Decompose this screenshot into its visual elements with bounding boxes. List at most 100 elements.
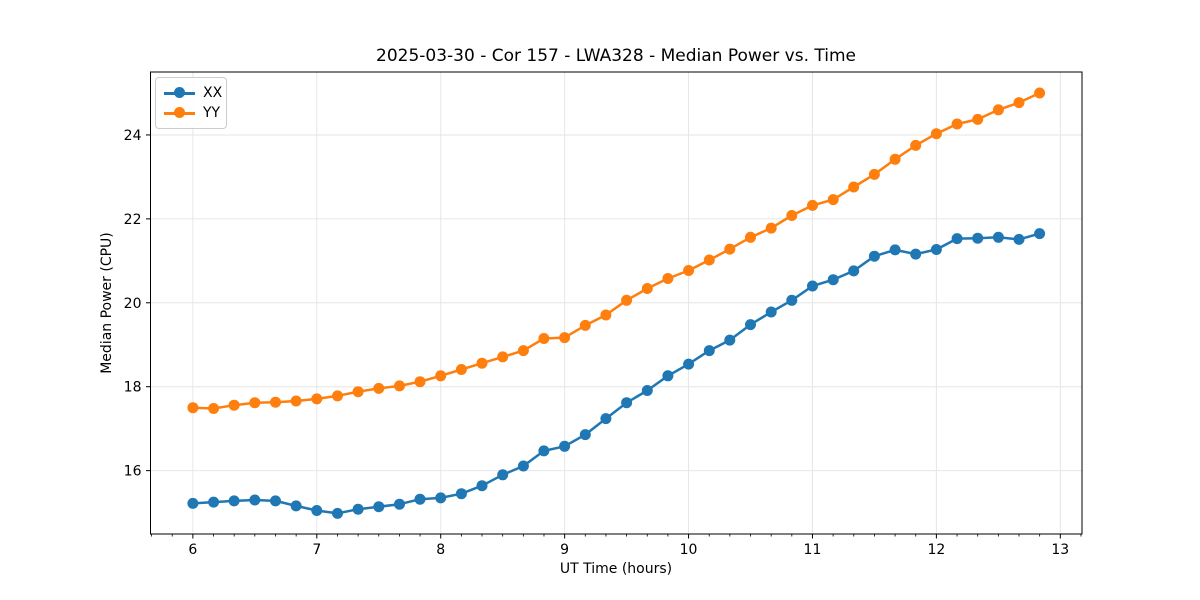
data-point-yy	[992, 104, 1004, 116]
data-point-xx	[497, 469, 509, 481]
data-point-xx	[1034, 228, 1046, 240]
data-point-xx	[641, 385, 653, 396]
data-point-yy	[868, 168, 880, 180]
data-point-yy	[290, 395, 302, 407]
data-point-xx	[290, 500, 302, 512]
series-line-xx	[192, 232, 1040, 515]
chart-title: 2025-03-30 - Cor 157 - LWA328 - Median P…	[376, 46, 856, 66]
data-point-xx	[703, 345, 715, 357]
data-point-xx	[455, 488, 467, 500]
data-point-xx	[621, 397, 633, 409]
data-point-yy	[930, 128, 942, 140]
data-point-yy	[311, 393, 323, 405]
data-point-xx	[435, 492, 447, 504]
data-point-yy	[208, 403, 220, 414]
data-point-yy	[703, 254, 715, 266]
legend-marker-icon	[174, 87, 185, 98]
data-point-yy	[579, 319, 591, 331]
data-point-yy	[228, 399, 240, 411]
data-point-xx	[517, 460, 529, 472]
data-point-xx	[745, 319, 756, 331]
x-tick-label: 10	[680, 542, 698, 558]
data-point-xx	[373, 501, 385, 513]
data-point-yy	[435, 370, 447, 382]
y-tick-label: 16	[124, 464, 142, 480]
data-point-yy	[249, 397, 261, 409]
data-point-xx	[868, 250, 880, 262]
data-point-yy	[807, 199, 818, 211]
data-point-yy	[724, 243, 736, 255]
data-point-xx	[724, 334, 736, 346]
x-tick-label: 9	[560, 542, 569, 558]
data-point-xx	[827, 274, 839, 286]
data-point-yy	[455, 364, 467, 375]
data-point-xx	[992, 231, 1004, 243]
data-point-yy	[352, 386, 364, 398]
data-point-xx	[848, 265, 860, 277]
x-axis-label: UT Time (hours)	[559, 561, 673, 577]
data-point-yy	[641, 283, 653, 294]
legend: XX YY	[155, 77, 227, 129]
data-point-xx	[930, 244, 942, 255]
data-point-xx	[683, 358, 695, 370]
data-point-yy	[187, 402, 199, 414]
data-point-xx	[228, 495, 240, 507]
data-point-yy	[373, 382, 385, 394]
legend-label-yy: YY	[203, 105, 221, 121]
data-point-yy	[1034, 87, 1046, 99]
data-point-yy	[765, 222, 777, 234]
data-point-yy	[600, 309, 612, 321]
legend-swatch-xx	[164, 87, 195, 99]
data-point-xx	[559, 440, 571, 452]
x-tick-label: 7	[312, 542, 321, 558]
data-point-xx	[807, 280, 818, 292]
data-point-xx	[476, 480, 488, 492]
data-point-yy	[848, 181, 860, 193]
data-point-yy	[951, 118, 963, 130]
y-tick-label: 22	[124, 212, 142, 228]
data-point-yy	[827, 194, 839, 206]
data-point-yy	[538, 333, 550, 344]
data-point-xx	[394, 498, 405, 510]
data-point-xx	[1013, 233, 1025, 245]
data-point-xx	[910, 248, 922, 260]
data-point-xx	[249, 494, 261, 506]
data-point-xx	[311, 505, 323, 516]
data-point-xx	[579, 429, 591, 441]
data-point-xx	[208, 496, 220, 508]
data-point-yy	[332, 390, 343, 402]
x-tick-label: 12	[927, 542, 945, 558]
data-point-yy	[414, 376, 426, 388]
data-point-xx	[951, 233, 963, 245]
data-point-xx	[414, 493, 426, 505]
x-tick-label: 13	[1051, 542, 1069, 558]
legend-swatch-yy	[164, 107, 195, 119]
data-point-xx	[538, 445, 550, 457]
data-point-yy	[1013, 97, 1025, 109]
y-axis-label-wrap: Median Power (CPU)	[92, 72, 122, 534]
data-point-xx	[352, 503, 364, 515]
data-point-yy	[621, 294, 633, 306]
legend-label-xx: XX	[203, 85, 223, 101]
y-tick-label: 18	[124, 380, 142, 396]
data-point-yy	[476, 357, 488, 369]
data-point-xx	[187, 497, 199, 509]
data-point-xx	[270, 495, 281, 507]
data-point-yy	[662, 273, 674, 284]
data-point-yy	[394, 380, 405, 392]
y-tick-label: 24	[124, 128, 142, 144]
data-point-yy	[910, 139, 922, 151]
data-point-yy	[270, 396, 281, 408]
data-point-yy	[497, 351, 509, 363]
data-point-yy	[786, 210, 798, 221]
data-point-yy	[889, 153, 901, 165]
data-point-yy	[517, 345, 529, 357]
legend-marker-icon	[174, 107, 185, 118]
data-point-xx	[600, 413, 612, 425]
data-point-xx	[765, 306, 777, 318]
data-point-xx	[889, 244, 901, 256]
data-point-yy	[745, 231, 756, 243]
x-tick-label: 11	[804, 542, 822, 558]
data-point-xx	[662, 370, 674, 382]
